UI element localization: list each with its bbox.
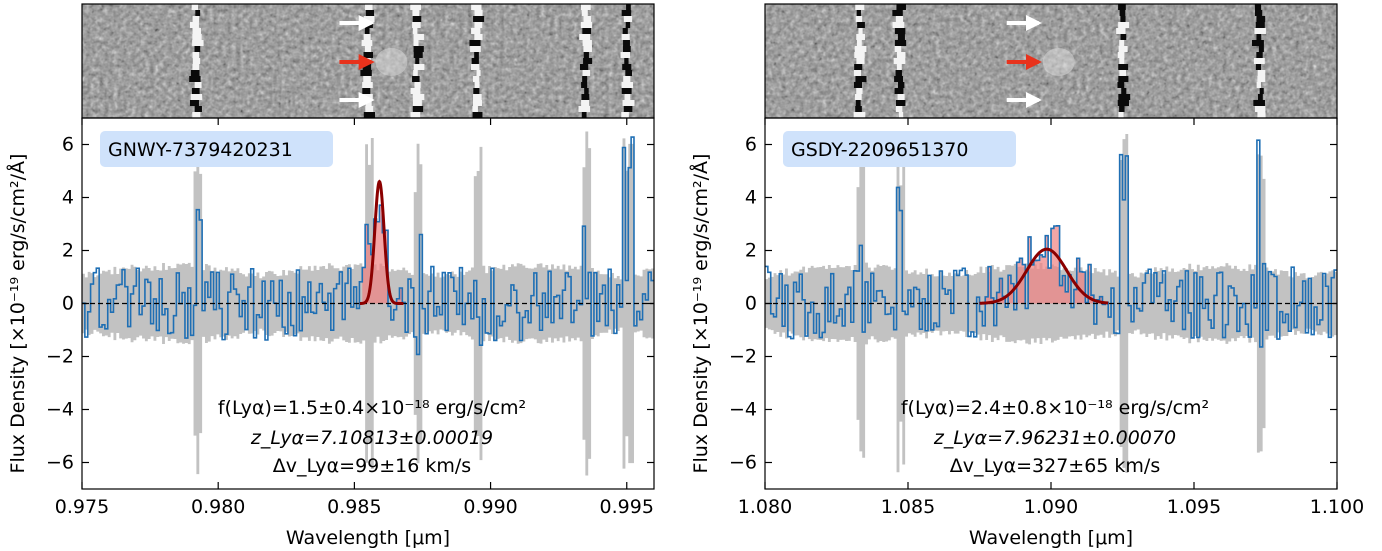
object-id-text: GSDY-2209651370 bbox=[791, 139, 968, 161]
x-tick-label: 1.080 bbox=[738, 496, 792, 518]
object-id-badge bbox=[783, 131, 1016, 167]
gaussian-fit-line bbox=[979, 247, 1109, 305]
y-axis-label: Flux Density [×10⁻¹⁹ erg/s/cm²/Å] bbox=[689, 154, 712, 474]
y-tick-label: 0 bbox=[745, 293, 757, 315]
spectrum-2d-image bbox=[81, 3, 655, 119]
chart-panel-1: 0.975 0.980 0.985 0.990 0.995 −6 −4 −2 0 2 4 6 Wavel… bbox=[6, 3, 655, 549]
emission-blob bbox=[1042, 48, 1075, 76]
x-tick-label: 0.990 bbox=[463, 496, 517, 518]
line-flux-shading bbox=[362, 205, 406, 304]
spectrum-line bbox=[765, 139, 1337, 348]
plot-area bbox=[765, 134, 1337, 473]
redshift-annotation: z_Lyα=7.96231±0.00070 bbox=[933, 427, 1176, 449]
y-tick-label: 6 bbox=[62, 134, 74, 156]
x-axis-label: Wavelength [μm] bbox=[286, 527, 450, 549]
flux-annotation: f(Lyα)=1.5±0.4×10⁻¹⁸ erg/s/cm² bbox=[218, 397, 526, 419]
emission-blob bbox=[375, 48, 408, 76]
y-tick-label: 4 bbox=[745, 187, 757, 209]
velocity-annotation: Δv_Lyα=99±16 km/s bbox=[273, 455, 471, 477]
y-tick-label: 6 bbox=[745, 134, 757, 156]
y-tick-label: 4 bbox=[62, 187, 74, 209]
y-tick-label: −6 bbox=[729, 452, 757, 474]
y-axis-label: Flux Density [×10⁻¹⁹ erg/s/cm²/Å] bbox=[6, 154, 29, 474]
y-tick-label: −2 bbox=[46, 346, 74, 368]
y-tick-label: −4 bbox=[729, 399, 757, 421]
x-tick-label: 1.100 bbox=[1310, 496, 1364, 518]
x-tick-label: 1.095 bbox=[1167, 496, 1221, 518]
x-tick-label: 0.985 bbox=[327, 496, 381, 518]
y-tick-label: 2 bbox=[62, 240, 74, 262]
object-id-text: GNWY-7379420231 bbox=[108, 139, 293, 161]
y-tick-label: −6 bbox=[46, 452, 74, 474]
x-tick-label: 0.980 bbox=[191, 496, 245, 518]
x-tick-label: 1.090 bbox=[1024, 496, 1078, 518]
y-tick-label: 0 bbox=[62, 293, 74, 315]
flux-annotation: f(Lyα)=2.4±0.8×10⁻¹⁸ erg/s/cm² bbox=[901, 397, 1209, 419]
redshift-annotation: z_Lyα=7.10813±0.00019 bbox=[250, 427, 493, 449]
y-tick-label: 2 bbox=[745, 240, 757, 262]
x-axis-label: Wavelength [μm] bbox=[969, 527, 1133, 549]
y-tick-label: −2 bbox=[729, 346, 757, 368]
spectrum-2d-image bbox=[764, 3, 1338, 119]
object-id-badge bbox=[100, 131, 333, 167]
chart-panel-2: 1.080 1.085 1.090 1.095 1.100 −6 −4 −2 0 2 4 6 Wavel… bbox=[689, 3, 1364, 549]
x-tick-label: 0.995 bbox=[600, 496, 654, 518]
gaussian-fit-line bbox=[359, 179, 404, 305]
velocity-annotation: Δv_Lyα=327±65 km/s bbox=[950, 455, 1160, 477]
x-tick-label: 1.085 bbox=[881, 496, 935, 518]
x-tick-label: 0.975 bbox=[55, 496, 109, 518]
plot-area bbox=[82, 131, 654, 476]
spectrum-line bbox=[82, 136, 654, 356]
y-tick-label: −4 bbox=[46, 399, 74, 421]
